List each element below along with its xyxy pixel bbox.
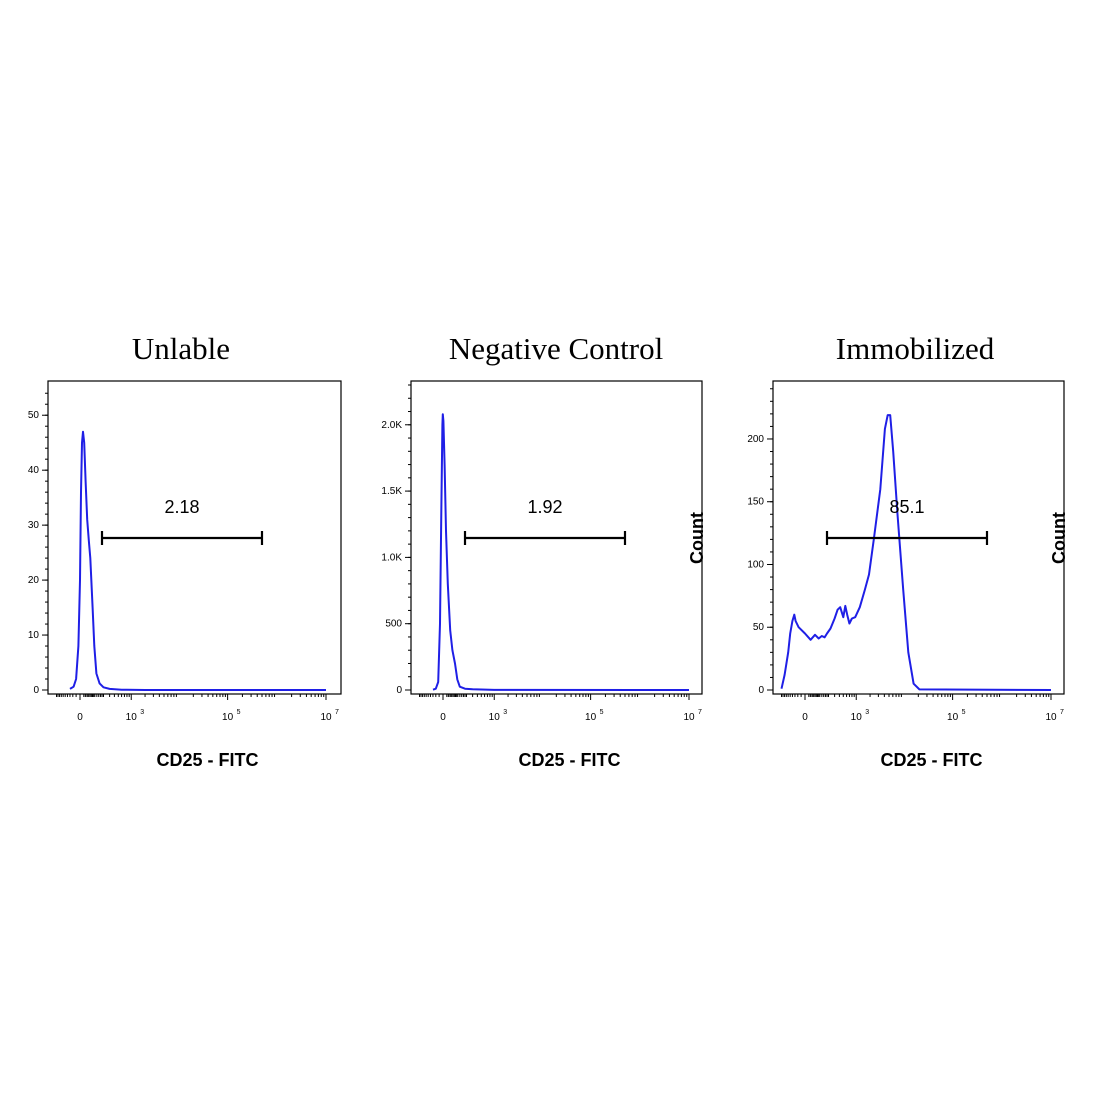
y-tick-label: 200 [747, 434, 764, 445]
x-tick-exponent: 3 [503, 709, 507, 716]
y-tick-label: 20 [28, 575, 40, 586]
y-axis-label-count: Count [687, 512, 707, 564]
x-tick-label: 10 [222, 712, 234, 723]
x-tick-exponent: 5 [237, 709, 241, 716]
x-tick-label: 10 [126, 712, 138, 723]
x-tick-label: 10 [683, 712, 695, 723]
y-tick-label: 10 [28, 630, 40, 641]
panel-title: Immobilized [836, 331, 995, 366]
x-axis-label: CD25 - FITC [880, 750, 982, 770]
y-tick-label: 100 [747, 559, 764, 570]
x-tick-label: 0 [440, 712, 446, 723]
x-tick-label: 0 [802, 712, 808, 723]
x-tick-exponent: 5 [962, 709, 966, 716]
panel-title: Unlable [132, 331, 230, 366]
gate-percentage-label: 2.18 [164, 497, 199, 517]
x-tick-exponent: 3 [865, 709, 869, 716]
histogram-curve [69, 430, 326, 691]
y-tick-label: 0 [396, 685, 402, 696]
y-tick-label: 150 [747, 497, 764, 508]
x-tick-exponent: 7 [1060, 709, 1064, 716]
panel-title: Negative Control [449, 331, 663, 366]
histogram-curve [432, 413, 690, 691]
histogram-curve [780, 414, 1052, 691]
x-tick-label: 10 [1045, 712, 1057, 723]
x-tick-label: 10 [947, 712, 959, 723]
x-tick-label: 10 [585, 712, 597, 723]
x-tick-exponent: 3 [140, 709, 144, 716]
y-tick-label: 50 [753, 622, 765, 633]
y-tick-label: 50 [28, 410, 40, 421]
x-tick-label: 10 [489, 712, 501, 723]
y-tick-label: 0 [33, 685, 39, 696]
x-axis-label: CD25 - FITC [518, 750, 620, 770]
y-tick-label: 500 [385, 619, 402, 630]
gate-percentage-label: 1.92 [527, 497, 562, 517]
x-axis-label: CD25 - FITC [156, 750, 258, 770]
x-tick-exponent: 7 [335, 709, 339, 716]
y-tick-label: 1.5K [381, 486, 402, 497]
y-tick-label: 40 [28, 465, 40, 476]
x-tick-label: 10 [851, 712, 863, 723]
x-tick-exponent: 7 [698, 709, 702, 716]
x-tick-exponent: 5 [600, 709, 604, 716]
gate-percentage-label: 85.1 [889, 497, 924, 517]
y-tick-label: 0 [758, 685, 764, 696]
y-axis-label-count: Count [1049, 512, 1069, 564]
y-tick-label: 30 [28, 520, 40, 531]
y-tick-label: 2.0K [381, 420, 402, 431]
plot-frame [47, 380, 342, 695]
y-tick-label: 1.0K [381, 552, 402, 563]
x-tick-label: 0 [77, 712, 83, 723]
x-tick-label: 10 [320, 712, 332, 723]
